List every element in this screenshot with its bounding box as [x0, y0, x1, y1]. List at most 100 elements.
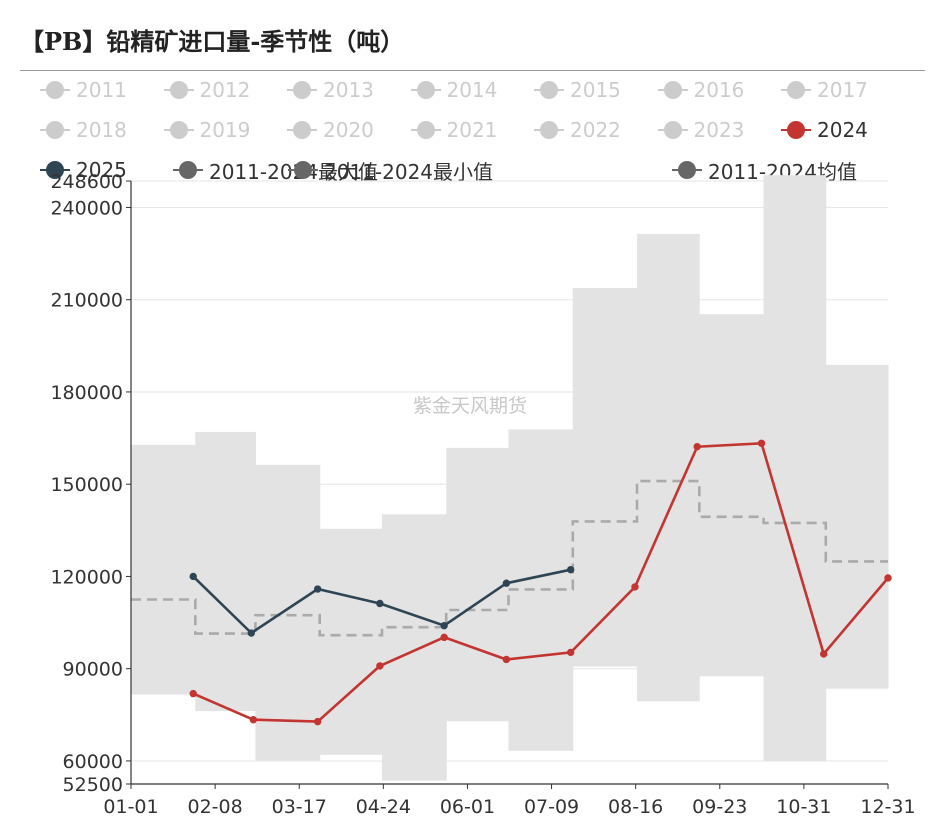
legend-label: 2024 [817, 118, 868, 142]
x-tick-label: 02-08 [188, 796, 243, 818]
legend-marker-icon [40, 120, 70, 140]
data-point-2024 [440, 633, 448, 642]
legend-item-2013[interactable]: 2013 [287, 78, 374, 102]
legend-item-2021[interactable]: 2021 [410, 118, 498, 142]
y-tick-label: 248600 [50, 171, 123, 193]
legend-marker-icon [410, 120, 441, 140]
legend-item-2015[interactable]: 2015 [534, 78, 621, 102]
x-tick-label: 09-23 [692, 796, 747, 818]
data-point-2025 [247, 629, 255, 637]
legend-label: 2014 [446, 78, 498, 102]
x-tick-label: 06-01 [440, 796, 495, 818]
y-tick-label: 120000 [50, 566, 123, 588]
legend-marker-icon [781, 80, 811, 100]
legend-item-2014[interactable]: 2014 [410, 78, 498, 102]
legend-item-2023[interactable]: 2023 [657, 118, 744, 142]
legend-label: 2015 [570, 78, 621, 102]
legend-label: 2021 [446, 118, 498, 142]
legend-label: 2013 [323, 78, 374, 102]
legend-item-2020[interactable]: 2020 [287, 118, 374, 142]
legend-item-2017[interactable]: 2017 [781, 78, 868, 102]
y-tick-label: 210000 [50, 290, 123, 312]
series-line-2024 [192, 441, 889, 723]
y-tick-label: 240000 [50, 197, 123, 219]
data-point-2024 [566, 648, 575, 657]
legend-marker-icon [163, 120, 194, 140]
y-tick-label: 60000 [63, 751, 123, 773]
data-point-2025 [502, 579, 511, 587]
data-point-2024 [376, 662, 384, 670]
legend-marker-icon [173, 160, 203, 180]
x-tick-label: 07-09 [524, 796, 579, 818]
y-tick-label: 150000 [50, 474, 123, 496]
legend-marker-icon [657, 80, 688, 100]
legend-item-2025[interactable]: 2025 [40, 158, 127, 182]
data-point-2025 [376, 599, 384, 608]
legend-marker-icon [534, 120, 564, 140]
data-point-2024 [249, 716, 258, 724]
legend-item-2018[interactable]: 2018 [40, 118, 127, 142]
data-point-2025 [189, 572, 197, 581]
legend-marker-icon [40, 160, 70, 180]
data-point-2025 [440, 621, 448, 630]
legend-label: 2025 [76, 158, 127, 182]
range-band-segment [637, 233, 700, 702]
legend-label: 2016 [693, 78, 745, 102]
range-band-segment [446, 447, 509, 722]
range-band-segment [131, 444, 196, 695]
range-band-segment [195, 431, 256, 712]
x-tick-label: 04-24 [356, 796, 411, 818]
legend-marker-icon [657, 120, 688, 140]
data-point-2025 [566, 565, 575, 574]
y-tick-label: 180000 [50, 382, 123, 404]
legend-item-2019[interactable]: 2019 [163, 118, 251, 142]
legend-marker-icon [672, 160, 702, 180]
range-band-segment [381, 514, 447, 781]
x-tick-label: 01-01 [103, 796, 158, 818]
y-tick-label: 90000 [63, 659, 123, 681]
legend-item-2011-2024最小值[interactable]: 2011-2024最小值 [288, 158, 494, 184]
range-band-segment [319, 528, 383, 755]
legend-label: 2012 [199, 78, 251, 102]
range-band-segment [699, 314, 765, 677]
data-point-2024 [884, 574, 892, 582]
legend-label: 2011-2024最大值 [209, 156, 378, 185]
data-point-2024 [757, 439, 766, 447]
data-point-2024 [189, 689, 197, 698]
legend-marker-icon [287, 120, 317, 140]
legend-label: 2019 [199, 118, 251, 142]
legend-marker-icon [287, 80, 317, 100]
chart-title: 【PB】铅精矿进口量-季节性（吨） [20, 27, 405, 56]
legend-label: 2011 [76, 78, 127, 102]
legend-marker-icon [163, 80, 194, 100]
legend-marker-icon [40, 80, 70, 100]
data-point-2024 [313, 717, 322, 726]
legend-label: 2017 [817, 78, 868, 102]
x-tick-label: 08-16 [608, 796, 663, 818]
data-point-2024 [693, 442, 701, 451]
range-band-segment [255, 464, 321, 761]
data-point-2024 [631, 583, 639, 591]
average-line [131, 479, 888, 637]
legend-item-2024[interactable]: 2024 [781, 118, 868, 142]
range-band-segment [825, 364, 889, 689]
legend-marker-icon [781, 120, 811, 140]
data-point-2024 [820, 650, 828, 658]
data-point-2025 [313, 585, 322, 593]
legend-marker-icon [534, 80, 564, 100]
legend-item-2011[interactable]: 2011 [40, 78, 127, 102]
legend-item-2011-2024最大值[interactable]: 2011-2024最大值 [173, 156, 378, 185]
legend-label: 2018 [76, 118, 127, 142]
legend-label: 2020 [323, 118, 374, 142]
legend-item-2022[interactable]: 2022 [534, 118, 621, 142]
legend-item-2012[interactable]: 2012 [163, 78, 251, 102]
legend-item-2016[interactable]: 2016 [657, 78, 745, 102]
x-tick-label: 10-31 [776, 796, 831, 818]
legend-marker-icon [410, 80, 441, 100]
data-point-2024 [502, 655, 511, 664]
legend-marker-icon [288, 160, 318, 180]
title-divider [20, 70, 925, 71]
x-tick-label: 12-31 [860, 796, 915, 818]
legend-label: 2011-2024最小值 [324, 159, 494, 184]
